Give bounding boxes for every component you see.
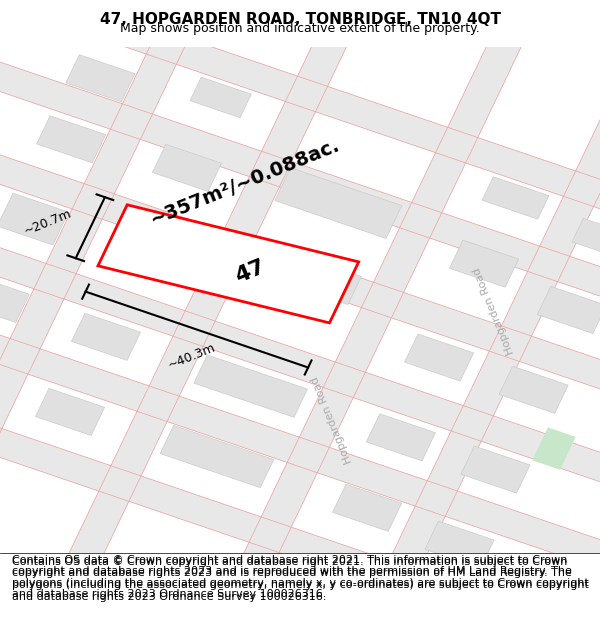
- Polygon shape: [160, 426, 274, 488]
- Text: Contains OS data © Crown copyright and database right 2021. This information is : Contains OS data © Crown copyright and d…: [12, 554, 589, 599]
- Polygon shape: [71, 313, 140, 361]
- Polygon shape: [49, 0, 394, 606]
- Text: Hopgarden Road: Hopgarden Road: [472, 266, 516, 356]
- Polygon shape: [112, 241, 173, 282]
- Polygon shape: [37, 116, 106, 163]
- Text: Hopgarden Road: Hopgarden Road: [310, 374, 354, 464]
- Polygon shape: [499, 366, 568, 413]
- Text: ~357m²/~0.088ac.: ~357m²/~0.088ac.: [147, 135, 343, 229]
- Polygon shape: [538, 286, 600, 334]
- Text: ~20.7m: ~20.7m: [22, 206, 74, 238]
- Text: Map shows position and indicative extent of the property.: Map shows position and indicative extent…: [120, 22, 480, 35]
- Polygon shape: [404, 334, 473, 381]
- Polygon shape: [332, 484, 402, 531]
- Polygon shape: [461, 446, 530, 493]
- Polygon shape: [66, 55, 135, 102]
- Polygon shape: [199, 0, 544, 625]
- Text: 47: 47: [233, 256, 269, 286]
- Polygon shape: [194, 355, 307, 418]
- Polygon shape: [35, 388, 104, 436]
- Polygon shape: [190, 77, 251, 118]
- Text: ~40.3m: ~40.3m: [166, 341, 217, 372]
- Polygon shape: [0, 366, 599, 625]
- Polygon shape: [248, 242, 361, 304]
- Polygon shape: [449, 240, 518, 288]
- Polygon shape: [0, 211, 600, 502]
- Polygon shape: [572, 218, 600, 261]
- Polygon shape: [0, 132, 600, 423]
- Polygon shape: [326, 33, 600, 625]
- Text: 47, HOPGARDEN ROAD, TONBRIDGE, TN10 4QT: 47, HOPGARDEN ROAD, TONBRIDGE, TN10 4QT: [100, 12, 500, 27]
- Polygon shape: [0, 193, 68, 245]
- Polygon shape: [425, 521, 494, 568]
- Polygon shape: [275, 168, 402, 239]
- Polygon shape: [0, 0, 600, 268]
- Polygon shape: [0, 286, 600, 578]
- Text: Contains OS data © Crown copyright and database right 2021. This information is : Contains OS data © Crown copyright and d…: [12, 557, 589, 601]
- Polygon shape: [98, 205, 359, 323]
- Polygon shape: [532, 428, 576, 470]
- Polygon shape: [367, 414, 436, 461]
- Polygon shape: [0, 52, 600, 343]
- Polygon shape: [482, 177, 549, 219]
- Polygon shape: [152, 144, 221, 191]
- Polygon shape: [0, 0, 254, 559]
- Polygon shape: [0, 276, 29, 322]
